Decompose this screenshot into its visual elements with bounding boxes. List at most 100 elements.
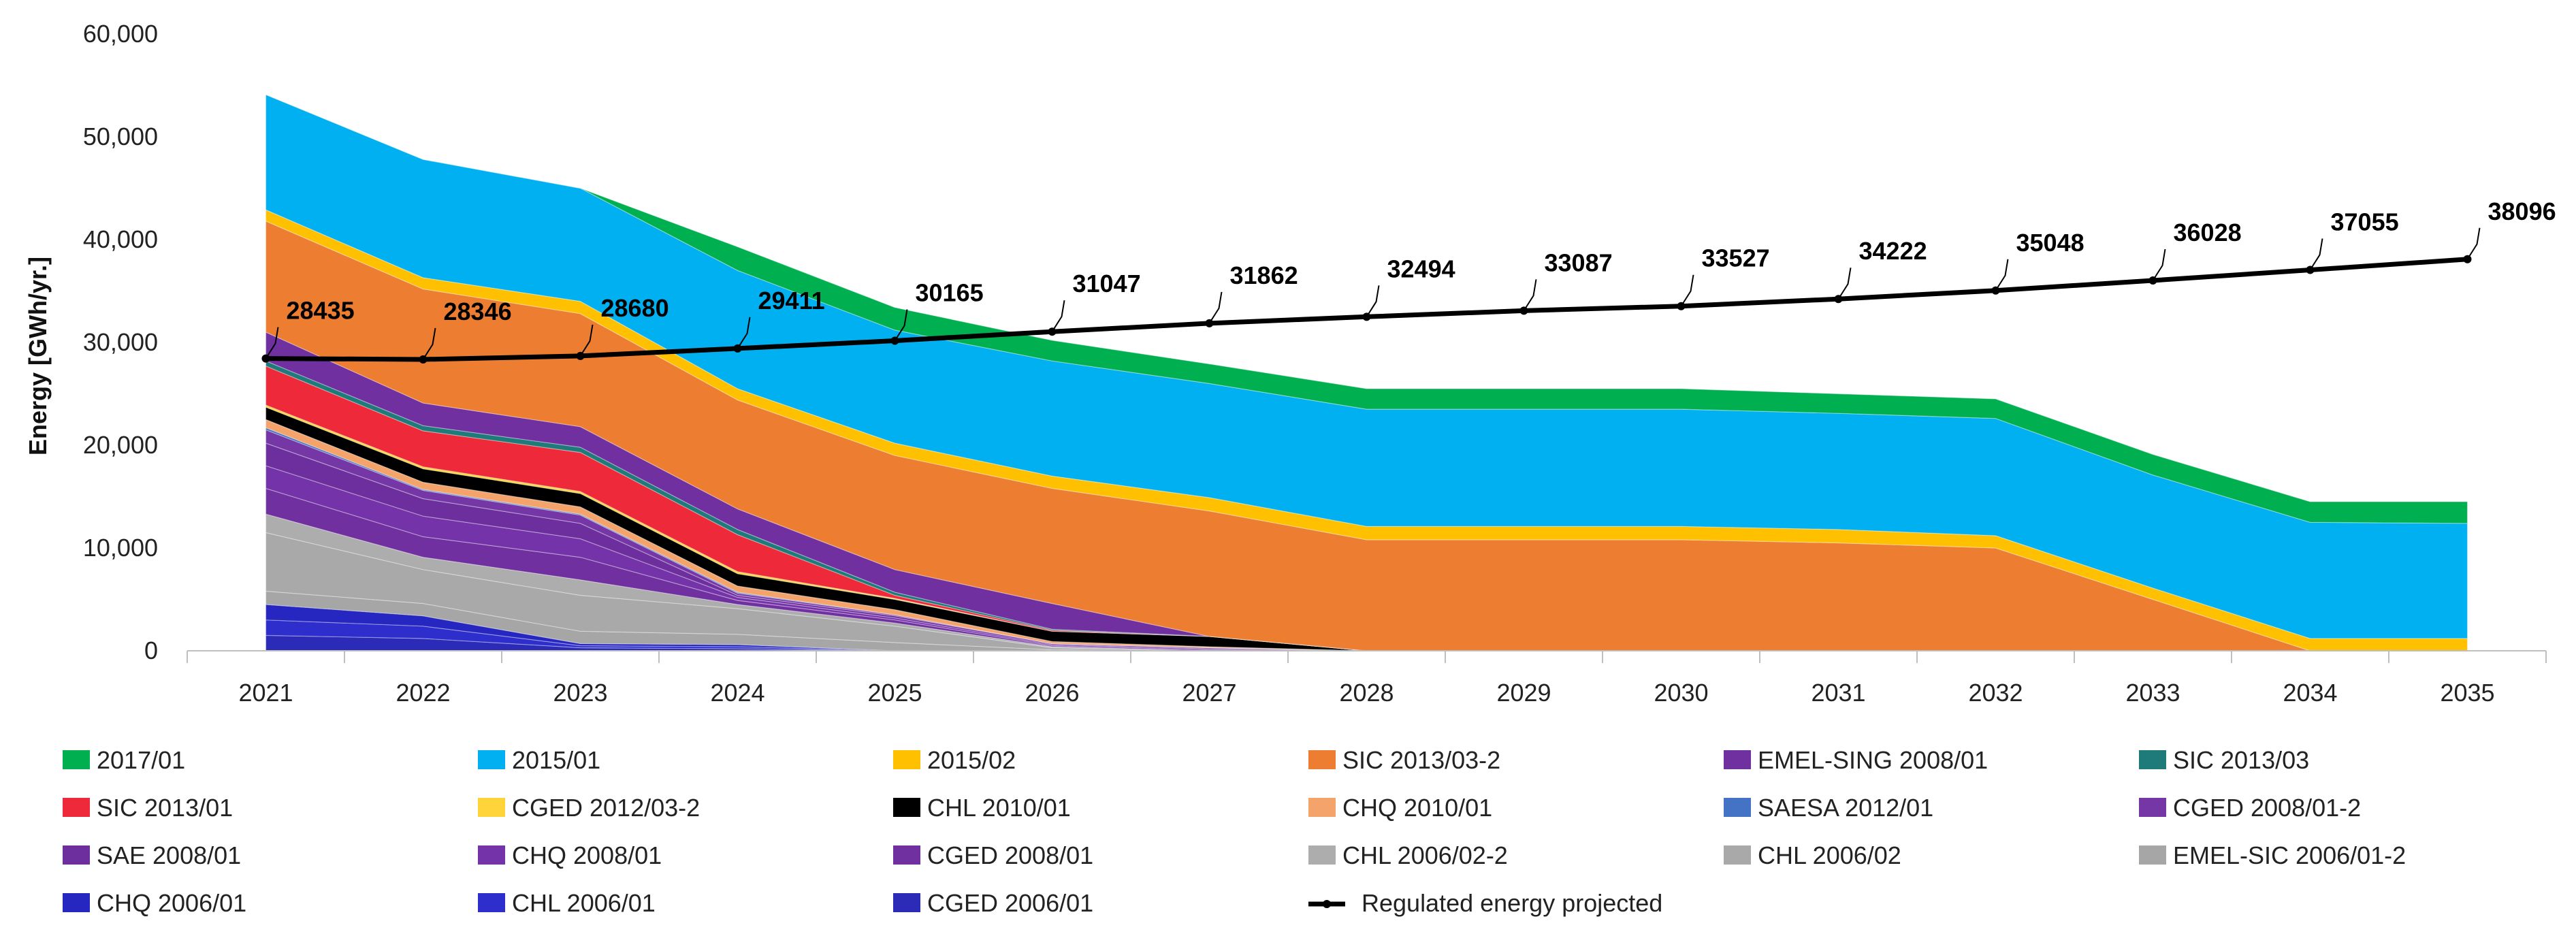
legend-swatch xyxy=(63,845,90,865)
data-label-leader xyxy=(1995,259,2009,291)
legend-swatch xyxy=(893,750,920,769)
data-label-leader xyxy=(422,327,436,360)
axes-group: 0 10,000 20,000 30,000 40,000 50,000 60,000 202… xyxy=(24,20,2547,707)
legend-label: CHL 2006/01 xyxy=(512,889,656,917)
line-point xyxy=(733,344,742,353)
legend-label: CGED 2006/01 xyxy=(927,889,1093,917)
legend-item-chl-2006-02: CHL 2006/02 xyxy=(1724,841,1901,869)
legend-swatch xyxy=(1724,845,1751,865)
data-label-leader xyxy=(1051,300,1065,332)
data-label: 32494 xyxy=(1387,255,1455,283)
legend-item-2015-01: 2015/01 xyxy=(478,746,600,774)
data-label: 28435 xyxy=(287,297,355,325)
x-tick-label: 2024 xyxy=(710,679,764,707)
legend-swatch xyxy=(2139,845,2166,865)
legend-item-chq-2008-01: CHQ 2008/01 xyxy=(478,841,662,869)
data-label: 30165 xyxy=(916,279,984,307)
legend-label: CGED 2008/01-2 xyxy=(2173,794,2361,822)
legend-label: 2015/01 xyxy=(512,746,600,774)
y-tick-label: 60,000 xyxy=(83,20,158,48)
data-label-leader xyxy=(579,324,594,357)
x-tick-label: 2032 xyxy=(1968,679,2023,707)
legend-label: CHL 2010/01 xyxy=(927,794,1071,822)
data-label-leader xyxy=(1523,279,1537,311)
y-axis-title: Energy [GWh/yr.] xyxy=(24,257,52,455)
legend-label: CGED 2008/01 xyxy=(927,841,1093,869)
y-tick-label: 10,000 xyxy=(83,534,158,562)
y-tick-label: 20,000 xyxy=(83,431,158,459)
legend-label: EMEL-SING 2008/01 xyxy=(1758,746,1988,774)
data-label-leader xyxy=(2309,238,2323,271)
data-label-leader xyxy=(2466,227,2481,260)
data-label: 34222 xyxy=(1859,237,1927,265)
legend-label: CHL 2006/02-2 xyxy=(1342,841,1508,869)
legend-item-chq-2010-01: CHQ 2010/01 xyxy=(1308,794,1492,822)
data-label: 31047 xyxy=(1073,270,1141,297)
data-label: 28680 xyxy=(601,294,669,322)
x-tick-label: 2027 xyxy=(1182,679,1236,707)
data-label-leader xyxy=(894,309,908,342)
data-label-leader xyxy=(737,317,751,349)
legend-label: EMEL-SIC 2006/01-2 xyxy=(2173,841,2406,869)
data-label: 37055 xyxy=(2331,208,2399,236)
legend-swatch xyxy=(1308,798,1336,817)
legend-swatch xyxy=(893,893,920,912)
data-label-leader xyxy=(1208,291,1223,324)
data-label: 38096 xyxy=(2488,197,2556,225)
area-series-group xyxy=(265,94,2468,651)
legend-label: SIC 2013/03-2 xyxy=(1342,746,1500,774)
data-label-leader xyxy=(1680,274,1694,307)
data-label: 31862 xyxy=(1230,261,1298,289)
legend-swatch xyxy=(893,845,920,865)
legend-label: SIC 2013/01 xyxy=(97,794,233,822)
legend-swatch xyxy=(893,798,920,817)
data-label: 35048 xyxy=(2016,229,2084,257)
legend-item-chl-2006-01: CHL 2006/01 xyxy=(478,889,656,917)
legend-label: 2017/01 xyxy=(97,746,185,774)
x-tick-label: 2033 xyxy=(2125,679,2180,707)
legend-swatch xyxy=(478,750,505,769)
x-tick-label: 2029 xyxy=(1496,679,1551,707)
legend-swatch xyxy=(63,798,90,817)
legend-swatch xyxy=(1724,798,1751,817)
x-tick-label: 2022 xyxy=(396,679,450,707)
legend-item-emel-sic-2006-01-2: EMEL-SIC 2006/01-2 xyxy=(2139,841,2406,869)
legend-marker xyxy=(1323,900,1331,908)
legend-swatch xyxy=(478,845,505,865)
line-series-group: 28435 28346 28680 29411 30165 31047 31862 32494… xyxy=(261,197,2556,364)
legend-item-cged-2008-01: CGED 2008/01 xyxy=(893,841,1093,869)
legend-item-cged-2012-03-2: CGED 2012/03-2 xyxy=(478,794,700,822)
legend-label: SIC 2013/03 xyxy=(2173,746,2309,774)
legend-item-cged-2008-01-2: CGED 2008/01-2 xyxy=(2139,794,2361,822)
legend-swatch xyxy=(63,750,90,769)
y-tick-label: 30,000 xyxy=(83,328,158,356)
data-label-leader xyxy=(2152,248,2166,281)
legend-label: CHQ 2008/01 xyxy=(512,841,662,869)
legend-swatch xyxy=(1308,750,1336,769)
legend-label: SAE 2008/01 xyxy=(97,841,241,869)
legend-item-saesa-2012-01: SAESA 2012/01 xyxy=(1724,794,1933,822)
y-tick-label: 50,000 xyxy=(83,123,158,150)
legend-label: CHQ 2006/01 xyxy=(97,889,246,917)
data-label: 29411 xyxy=(758,287,825,315)
x-tick-label: 2025 xyxy=(867,679,922,707)
legend-label: SAESA 2012/01 xyxy=(1758,794,1933,822)
data-label-leader xyxy=(1366,285,1380,317)
legend-item-chl-2010-01: CHL 2010/01 xyxy=(893,794,1071,822)
x-tick-label: 2030 xyxy=(1654,679,1708,707)
legend-item-sic-2013-03-2: SIC 2013/03-2 xyxy=(1308,746,1500,774)
x-tick-label: 2021 xyxy=(238,679,293,707)
legend-swatch xyxy=(2139,750,2166,769)
legend-item-chl-2006-02-2: CHL 2006/02-2 xyxy=(1308,841,1508,869)
legend-swatch xyxy=(1308,845,1336,865)
data-label: 33087 xyxy=(1545,248,1613,276)
x-tick-label: 2026 xyxy=(1025,679,1079,707)
legend: 2017/01 2015/01 2015/02 SIC 2013/03-2 EMEL-S… xyxy=(63,746,2406,917)
legend-item-2017-01: 2017/01 xyxy=(63,746,185,774)
legend-item-regulated-energy-projected: Regulated energy projected xyxy=(1308,889,1662,917)
legend-label: CGED 2012/03-2 xyxy=(512,794,700,822)
x-tick-label: 2023 xyxy=(553,679,607,707)
legend-item-sae-2008-01: SAE 2008/01 xyxy=(63,841,241,869)
